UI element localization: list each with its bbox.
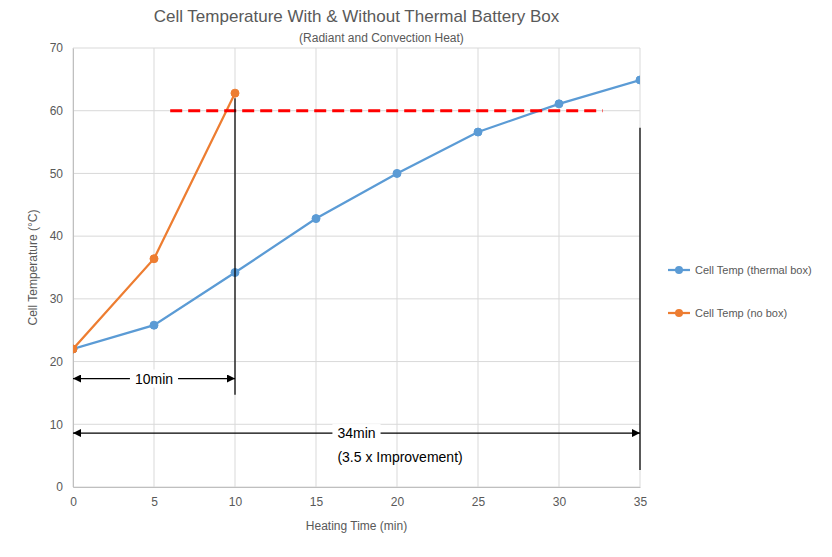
tick-label: 20: [50, 355, 64, 369]
tick: 10: [229, 487, 243, 509]
annotations: 10min 34min (3.5 x Improvement): [73, 98, 640, 470]
legend-item: Cell Temp (thermal box): [668, 264, 812, 276]
grid-line: [73, 173, 640, 174]
span-note: (3.5 x Improvement): [337, 449, 462, 465]
series-line: [73, 80, 640, 349]
tick-label: 35: [634, 495, 648, 509]
tick-label: 20: [391, 495, 405, 509]
tick: 40: [50, 229, 73, 243]
point: [312, 215, 320, 223]
tick: 25: [472, 487, 486, 509]
grid-line: [640, 48, 641, 487]
point: [231, 89, 239, 97]
point: [150, 255, 158, 263]
y-axis-title: Cell Temperature (°C): [26, 210, 40, 326]
tick: 30: [553, 487, 567, 509]
legend-label: Cell Temp (thermal box): [695, 264, 812, 276]
tick: 20: [391, 487, 405, 509]
grid-line: [316, 48, 317, 487]
series-line: [73, 93, 235, 349]
tick-label: 50: [50, 167, 64, 181]
tick: 50: [50, 167, 73, 181]
tick-label: 60: [50, 104, 64, 118]
grid-line: [73, 236, 640, 237]
grid-line: [73, 361, 640, 362]
grid-line: [478, 48, 479, 487]
tick-label: 0: [56, 480, 63, 494]
point: [636, 76, 640, 84]
grid-line: [73, 48, 640, 49]
grid-line: [73, 487, 640, 488]
point: [73, 345, 77, 353]
label-background: [332, 424, 380, 442]
tick-label: 30: [50, 292, 64, 306]
marker-line: [234, 98, 235, 395]
tick: 15: [310, 487, 324, 509]
marker-line: [639, 128, 640, 470]
grid-line: [559, 48, 560, 487]
x-axis: 0 5 10 15 20 25 30 35: [70, 487, 647, 509]
grid-line: [397, 48, 398, 487]
tick: 20: [50, 355, 73, 369]
grid: [73, 48, 640, 487]
tick-label: 40: [50, 229, 64, 243]
tick-label: 10: [229, 495, 243, 509]
tick-label: 25: [472, 495, 486, 509]
grid-line: [73, 298, 640, 299]
label-background: [130, 370, 178, 388]
legend-marker: [675, 266, 683, 274]
tick-label: 70: [50, 41, 64, 55]
axis-line: [74, 487, 641, 488]
tick: 0: [70, 487, 77, 509]
x-axis-title: Heating Time (min): [306, 519, 407, 533]
chart: 0 5 10 15 20 25 30 35 0 10 20 30 40 50 60 70 10min 34min (…: [0, 0, 832, 557]
legend: Cell Temp (thermal box) Cell Temp (no box…: [668, 264, 812, 319]
point: [73, 345, 77, 353]
legend-marker: [675, 309, 683, 317]
span-label: 10min: [135, 371, 173, 387]
tick: 0: [56, 480, 73, 494]
tick: 10: [50, 418, 73, 432]
title: Cell Temperature With & Without Thermal …: [154, 7, 560, 26]
tick: 30: [50, 292, 73, 306]
legend-label: Cell Temp (no box): [695, 307, 787, 319]
subtitle: (Radiant and Convection Heat): [299, 31, 464, 45]
grid-line: [73, 48, 74, 487]
point: [555, 100, 563, 108]
tick: 60: [50, 104, 73, 118]
grid-line: [154, 48, 155, 487]
legend-item: Cell Temp (no box): [668, 307, 787, 319]
grid-line: [73, 110, 640, 111]
y-axis: 0 10 20 30 40 50 60 70: [50, 41, 74, 494]
tick-label: 30: [553, 495, 567, 509]
point: [393, 169, 401, 177]
tick-label: 5: [151, 495, 158, 509]
axis-line: [73, 49, 74, 488]
tick: 5: [151, 487, 158, 509]
tick-label: 10: [50, 418, 64, 432]
grid-line: [235, 48, 236, 487]
tick: 70: [50, 41, 73, 55]
point: [474, 128, 482, 136]
tick-label: 15: [310, 495, 324, 509]
plot-area: [73, 76, 640, 353]
tick: 35: [634, 487, 648, 509]
point: [150, 321, 158, 329]
tick-label: 0: [70, 495, 77, 509]
span-label: 34min: [337, 425, 375, 441]
